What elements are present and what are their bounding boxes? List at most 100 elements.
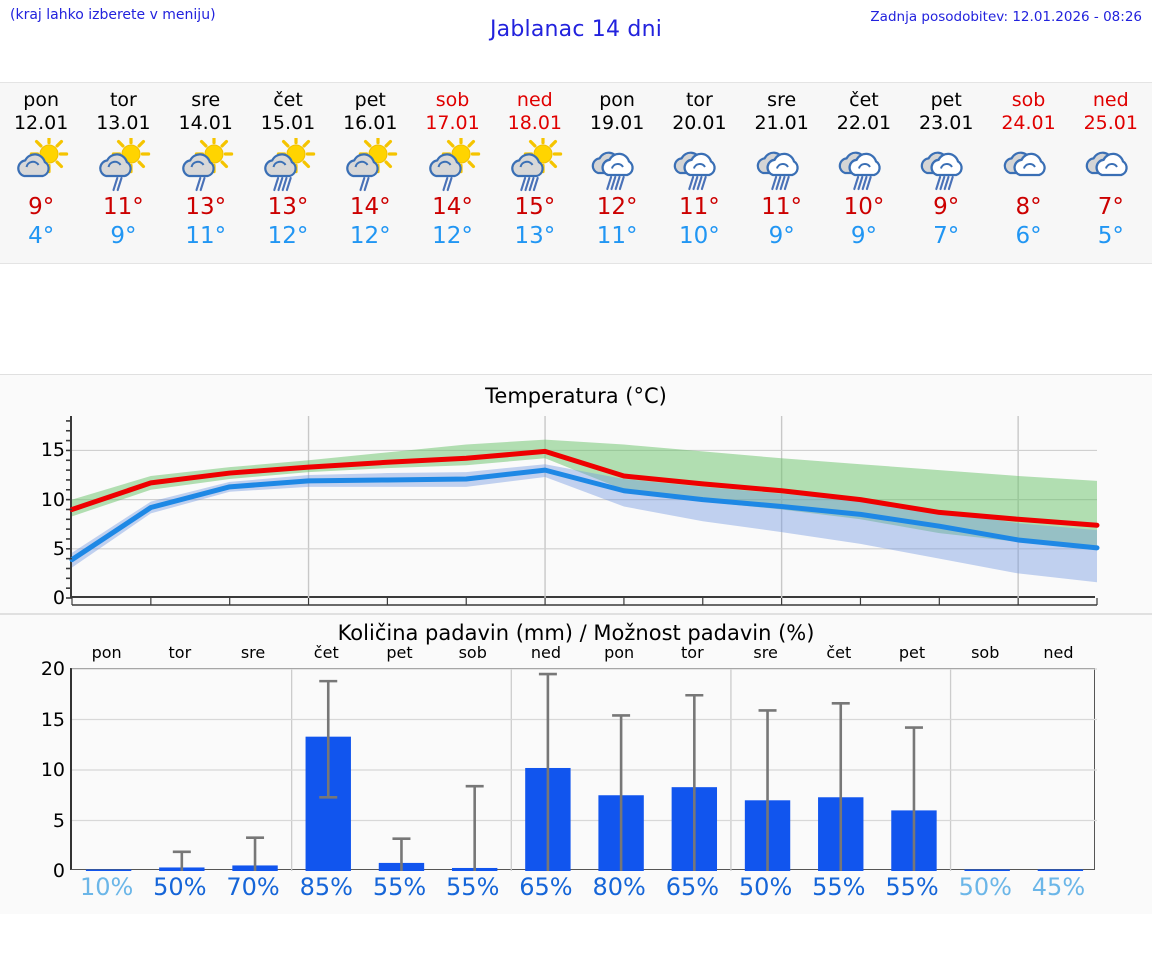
precipitation-probability-label: 80% (592, 873, 646, 901)
precipitation-probability-label: 55% (885, 873, 939, 901)
day-date-label: 25.01 (1083, 112, 1138, 134)
cloud-rain-icon (823, 137, 905, 193)
forecast-day-column[interactable]: pon 19.01 12° 11° (576, 83, 658, 263)
forecast-day-column[interactable]: pon 12.01 9° 4° (0, 83, 82, 263)
day-date-label: 18.01 (507, 112, 563, 134)
day-date-label: 22.01 (836, 112, 892, 134)
temperature-max-value: 11° (103, 194, 144, 220)
forecast-day-column[interactable]: pet 16.01 14° 12° (329, 83, 411, 263)
precipitation-day-label: pet (898, 643, 926, 662)
forecast-day-column[interactable]: sre 14.01 13° 11° (165, 83, 247, 263)
precipitation-day-label: čet (313, 643, 339, 662)
forecast-day-column[interactable]: pet 23.01 9° 7° (905, 83, 987, 263)
precipitation-day-label: sob (458, 643, 487, 662)
temperature-max-value: 8° (1015, 194, 1042, 220)
sun-cloud-rain-icon (329, 137, 411, 193)
temperature-min-value: 11° (185, 223, 227, 249)
forecast-day-column[interactable]: sob 17.01 14° 12° (411, 83, 493, 263)
precipitation-probability-label: 45% (1031, 873, 1086, 901)
forecast-day-column[interactable]: sob 24.01 8° 6° (987, 83, 1069, 263)
temperature-chart-title: Temperatura (°C) (485, 384, 667, 408)
temperature-min-value: 9° (110, 223, 137, 249)
cloud-icon (987, 137, 1069, 193)
precipitation-day-labels: pon tor sre čet pet sob ned pon tor sre čet pet sob n… (70, 643, 1095, 662)
precipitation-day-label: pet (386, 643, 413, 662)
temperature-min-value: 11° (596, 223, 638, 249)
precipitation-probability-row: 10% 50% 70% 85% 55% 55% 65% 80% 65% 50% 55% 55% 50% 4… (70, 873, 1095, 901)
temperature-max-value: 10° (843, 194, 885, 220)
precipitation-probability-label: 50% (153, 873, 207, 901)
precipitation-y-tick-label: 20 (40, 658, 65, 680)
precipitation-probability-label: 50% (738, 873, 793, 901)
last-updated: Zadnja posodobitev: 12.01.2026 - 08:26 (870, 9, 1142, 25)
temperature-y-tick-label: 0 (52, 587, 65, 609)
temperature-min-value: 9° (768, 223, 795, 249)
precipitation-y-tick-label: 0 (52, 860, 65, 882)
forecast-day-column[interactable]: tor 13.01 11° 9° (82, 83, 164, 263)
precipitation-y-tick-label: 15 (40, 708, 65, 731)
page-title: Jablanac 14 dni (489, 17, 663, 42)
precipitation-day-label: sob (971, 643, 1000, 662)
forecast-day-column[interactable]: ned 25.01 7° 5° (1070, 83, 1152, 263)
temperature-y-tick-label: 15 (40, 439, 65, 462)
precipitation-day-label: ned (530, 643, 561, 662)
day-date-label: 16.01 (343, 112, 398, 134)
cloud-icon (1070, 137, 1152, 193)
precipitation-day-label: sre (753, 643, 778, 662)
temperature-max-value: 9° (28, 194, 55, 220)
temperature-max-value: 9° (933, 194, 960, 220)
day-of-week-label: ned (1092, 89, 1129, 111)
day-of-week-label: sre (191, 89, 221, 111)
day-date-label: 12.01 (13, 112, 69, 134)
day-of-week-label: sob (435, 89, 470, 111)
forecast-day-column[interactable]: čet 15.01 13° 12° (247, 83, 329, 263)
day-of-week-label: ned (516, 89, 553, 111)
forecast-day-column[interactable]: ned 18.01 15° 13° (494, 83, 576, 263)
day-date-label: 13.01 (96, 112, 151, 134)
precipitation-day-label: tor (681, 643, 704, 662)
temperature-max-value: 13° (185, 194, 227, 220)
temperature-plot-area: 0 5 10 15 (41, 416, 1100, 609)
precipitation-probability-label: 65% (519, 873, 573, 901)
forecast-day-column[interactable]: tor 20.01 11° 10° (658, 83, 740, 263)
precipitation-probability-label: 55% (446, 873, 500, 901)
precipitation-bars-svg (72, 668, 1097, 871)
temperature-max-value: 12° (596, 194, 638, 220)
precipitation-probability-label: 65% (665, 873, 720, 901)
spacer-band (0, 264, 1152, 374)
temperature-min-value: 7° (933, 223, 960, 249)
sun-cloud-rain-icon (165, 137, 247, 193)
sun-cloud-rain-icon (247, 137, 329, 193)
day-of-week-label: sre (767, 89, 797, 111)
precipitation-chart-section: Količina padavin (mm) / Možnost padavin … (0, 614, 1152, 914)
precipitation-probability-label: 55% (372, 873, 427, 901)
daily-forecast-strip: pon 12.01 9° 4° tor 13.01 11° 9° sre 14.01 13° 1… (0, 82, 1152, 264)
temperature-y-tick-label: 10 (40, 488, 65, 511)
precipitation-probability-label: 85% (299, 873, 353, 901)
precipitation-day-label: čet (826, 643, 852, 662)
temperature-max-value: 7° (1097, 194, 1124, 220)
day-date-label: 21.01 (754, 112, 809, 134)
forecast-day-column[interactable]: čet 22.01 10° 9° (823, 83, 905, 263)
day-date-label: 17.01 (425, 112, 480, 134)
day-of-week-label: pon (23, 89, 59, 111)
forecast-day-column[interactable]: sre 21.01 11° 9° (741, 83, 823, 263)
cloud-rain-icon (741, 137, 823, 193)
day-of-week-label: čet (849, 89, 879, 111)
precipitation-probability-label: 50% (958, 873, 1012, 901)
precipitation-probability-label: 70% (226, 873, 280, 901)
sun-cloud-rain-icon (82, 137, 164, 193)
day-of-week-label: sob (1011, 89, 1046, 111)
precipitation-day-label: sre (240, 643, 266, 662)
temperature-max-value: 14° (432, 194, 473, 220)
precipitation-plot-area: 0 5 10 15 20 (41, 658, 1097, 882)
location-menu-hint[interactable]: (kraj lahko izberete v meniju) (10, 7, 216, 23)
day-of-week-label: čet (273, 89, 303, 111)
day-date-label: 14.01 (178, 112, 233, 134)
temperature-max-value: 14° (349, 194, 391, 220)
temperature-max-value: 11° (761, 194, 803, 220)
precipitation-chart-title: Količina padavin (mm) / Možnost padavin … (337, 621, 815, 645)
temperature-max-value: 13° (267, 194, 309, 220)
temperature-min-value: 5° (1097, 223, 1124, 249)
cloud-rain-icon (905, 137, 987, 193)
